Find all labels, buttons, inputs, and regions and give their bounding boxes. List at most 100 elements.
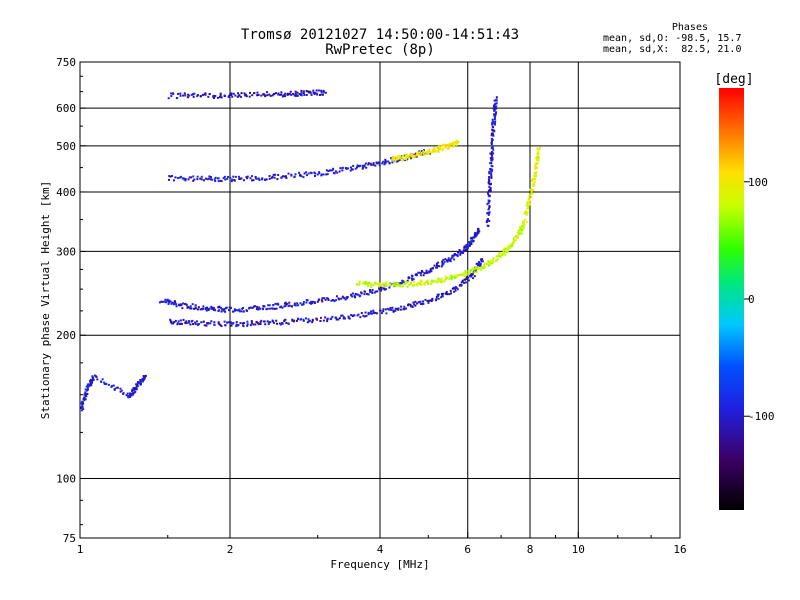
- echo-point: [385, 281, 388, 284]
- echo-point: [294, 173, 297, 176]
- echo-point: [310, 93, 313, 96]
- echo-point: [250, 175, 253, 178]
- echo-point: [295, 94, 298, 97]
- echo-point: [370, 282, 373, 285]
- echo-point: [534, 167, 537, 170]
- echo-point: [398, 284, 401, 287]
- colorbar-ticks: 100 0 -100: [744, 176, 775, 423]
- echo-point: [228, 94, 231, 97]
- echo-point: [420, 284, 423, 287]
- echo-point: [473, 275, 476, 278]
- echo-point: [136, 383, 139, 386]
- echo-point: [222, 309, 225, 312]
- echo-point: [257, 308, 260, 311]
- echo-point: [425, 269, 428, 272]
- echo-point: [190, 176, 193, 179]
- echo-point: [409, 283, 412, 286]
- echo-point: [516, 236, 519, 239]
- echo-point: [491, 156, 494, 159]
- echo-point: [204, 177, 207, 180]
- echo-point: [413, 284, 416, 287]
- echo-point: [184, 179, 187, 182]
- echo-point: [286, 92, 289, 95]
- echo-point: [466, 246, 469, 249]
- echo-point: [211, 307, 214, 310]
- echo-point: [493, 108, 496, 111]
- echo-point: [195, 320, 198, 323]
- echo-series: [523, 146, 541, 216]
- echo-point: [233, 308, 236, 311]
- echo-point: [316, 300, 319, 303]
- echo-point: [218, 323, 221, 326]
- echo-point: [480, 267, 483, 270]
- echo-point: [467, 270, 470, 273]
- echo-point: [400, 158, 403, 161]
- echo-point: [183, 92, 186, 95]
- echo-point: [276, 322, 279, 325]
- echo-point: [406, 279, 409, 282]
- echo-point: [413, 303, 416, 306]
- echo-point: [135, 387, 138, 390]
- echo-point: [185, 320, 188, 323]
- echo-point: [461, 279, 464, 282]
- echo-point: [292, 319, 295, 322]
- echo-point: [473, 268, 476, 271]
- echo-point: [487, 181, 490, 184]
- echo-point: [396, 160, 399, 163]
- echo-point: [372, 162, 375, 165]
- echo-point: [313, 91, 316, 94]
- echo-point: [383, 163, 386, 166]
- echo-point: [190, 93, 193, 96]
- echo-point: [422, 150, 425, 153]
- echo-point: [225, 306, 228, 309]
- echo-point: [437, 277, 440, 280]
- echo-point: [349, 169, 352, 172]
- echo-point: [378, 288, 381, 291]
- echo-point: [169, 320, 172, 323]
- echo-point: [249, 306, 252, 309]
- echo-point: [422, 274, 425, 277]
- echo-point: [470, 240, 473, 243]
- echo-point: [300, 89, 303, 92]
- echo-point: [134, 390, 137, 393]
- echo-point: [404, 280, 407, 283]
- echo-point: [417, 153, 420, 156]
- echo-point: [242, 306, 245, 309]
- echo-point: [403, 305, 406, 308]
- echo-point: [440, 265, 443, 268]
- echo-point: [435, 266, 438, 269]
- echo-point: [83, 399, 86, 402]
- echo-point: [360, 312, 363, 315]
- echo-point: [288, 304, 291, 307]
- echo-point: [419, 274, 422, 277]
- echo-point: [218, 309, 221, 312]
- echo-point: [166, 298, 169, 301]
- echo-point: [330, 299, 333, 302]
- echo-point: [470, 236, 473, 239]
- echo-point: [440, 280, 443, 283]
- echo-point: [82, 408, 85, 411]
- echo-point: [408, 277, 411, 280]
- echo-point: [445, 290, 448, 293]
- echo-point: [231, 178, 234, 181]
- echo-point: [197, 323, 200, 326]
- echo-point: [494, 102, 497, 105]
- echo-point: [365, 280, 368, 283]
- echo-point: [427, 152, 430, 155]
- echo-point: [520, 225, 523, 228]
- echo-point: [482, 264, 485, 267]
- echo-point: [284, 92, 287, 95]
- echo-point: [283, 93, 286, 96]
- echo-point: [384, 308, 387, 311]
- echo-point: [342, 296, 345, 299]
- echo-point: [258, 179, 261, 182]
- echo-point: [448, 145, 451, 148]
- echo-point: [181, 307, 184, 310]
- echo-point: [423, 272, 426, 275]
- echo-point: [207, 95, 210, 98]
- echo-point: [214, 309, 217, 312]
- x-tick-label: 8: [527, 543, 534, 556]
- echo-point: [302, 318, 305, 321]
- echo-point: [256, 94, 259, 97]
- echo-point: [372, 284, 375, 287]
